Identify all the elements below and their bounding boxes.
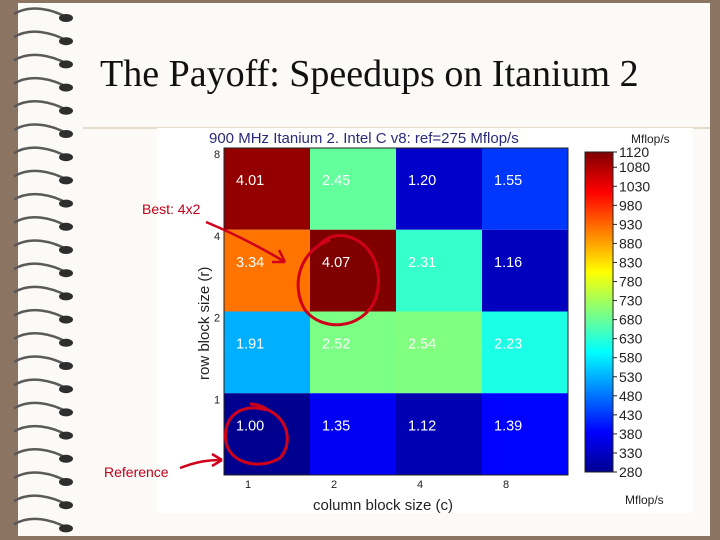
colorbar-tick-label: 380 — [619, 426, 643, 442]
heatmap-cell — [310, 393, 396, 475]
colorbar-tick-label: 630 — [619, 331, 643, 347]
cell-value-label: 4.07 — [322, 255, 350, 271]
x-axis-label: column block size (c) — [313, 497, 453, 513]
colorbar-tick-label: 680 — [619, 312, 643, 328]
heatmap-cell — [482, 311, 568, 394]
colorbar-tick-label: 930 — [619, 216, 643, 232]
cell-value-label: 4.01 — [236, 173, 264, 189]
binding-hole — [59, 478, 73, 486]
cell-value-label: 1.55 — [494, 173, 522, 189]
binding-hole — [59, 60, 73, 69]
binding-hole — [59, 37, 73, 46]
heatmap-cell — [482, 393, 568, 475]
heatmap-cell — [396, 311, 482, 394]
y-axis-label: row block size (r) — [196, 267, 213, 380]
heatmap-cell — [482, 229, 568, 312]
colorbar-tick-label: 580 — [619, 350, 643, 366]
cell-value-label: 1.16 — [494, 255, 522, 271]
colorbar-tick-label: 1080 — [619, 159, 650, 175]
binding-hole — [59, 176, 73, 185]
binding-hole — [59, 292, 73, 301]
cell-value-label: 2.31 — [408, 255, 436, 271]
cell-value-label: 1.20 — [408, 173, 436, 189]
spiral-binding — [13, 7, 73, 533]
x-tick-label: 4 — [417, 479, 423, 491]
binding-hole — [59, 362, 73, 370]
heatmap-figure: 900 MHz Itanium 2. Intel C v8: ref=275 M… — [157, 128, 693, 513]
cell-value-label: 1.12 — [408, 418, 436, 434]
colorbar-tick-label: 830 — [619, 254, 643, 270]
colorbar-unit-bottom: Mflop/s — [625, 493, 664, 507]
y-tick-label: 4 — [214, 231, 220, 243]
cell-value-label: 1.00 — [236, 418, 264, 434]
binding-hole — [59, 153, 73, 162]
colorbar-tick-label: 980 — [619, 197, 643, 213]
x-tick-label: 2 — [331, 479, 337, 491]
y-tick-label: 2 — [214, 313, 220, 325]
colorbar-tick-label: 280 — [619, 464, 643, 480]
x-tick-label: 8 — [503, 479, 509, 491]
colorbar-tick-label: 730 — [619, 293, 643, 309]
cell-value-label: 2.23 — [494, 337, 522, 353]
binding-hole — [59, 222, 73, 231]
plot-frame — [223, 147, 569, 476]
heatmap-cell — [396, 229, 482, 312]
colorbar-tick-label: 530 — [619, 369, 643, 385]
colorbar-tick-label: 480 — [619, 388, 643, 404]
binding-hole — [59, 83, 73, 92]
heatmap-cell — [396, 393, 482, 475]
binding-hole — [59, 338, 73, 347]
heatmap-cell — [396, 148, 482, 230]
cell-value-label: 3.34 — [236, 255, 264, 271]
colorbar-tick-label: 780 — [619, 274, 643, 290]
binding-hole — [59, 130, 73, 138]
heatmap-cells: 4.01 2.45 1.20 1.55 3.34 4.07 2.31 1.16 1.91 2.52… — [224, 148, 568, 475]
binding-hole — [59, 385, 73, 394]
cell-value-label: 1.91 — [236, 337, 264, 353]
colorbar-tick-label: 1030 — [619, 178, 650, 194]
binding-hole — [59, 269, 73, 278]
cell-value-label: 2.45 — [322, 173, 350, 189]
chart-title: 900 MHz Itanium 2. Intel C v8: ref=275 M… — [209, 130, 519, 147]
cell-value-label: 2.52 — [322, 337, 350, 353]
binding-hole — [59, 315, 73, 324]
y-tick-label: 8 — [214, 149, 220, 161]
colorbar-tick-label: 430 — [619, 407, 643, 423]
slide-title: The Payoff: Speedups on Itanium 2 — [100, 53, 639, 95]
binding-hole — [59, 199, 73, 208]
colorbar-tick-label: 330 — [619, 445, 643, 461]
binding-hole — [59, 246, 73, 254]
binding-hole — [59, 454, 73, 463]
heatmap-cell — [482, 148, 568, 230]
binding-hole — [59, 14, 73, 22]
cell-value-label: 1.39 — [494, 418, 522, 434]
colorbar — [584, 151, 614, 473]
heatmap-cell — [224, 311, 310, 394]
binding-hole — [59, 501, 73, 510]
heatmap-cell — [224, 148, 310, 230]
colorbar-tick-label: 1120 — [619, 144, 649, 160]
binding-hole — [59, 408, 73, 417]
colorbar-tick-label: 880 — [619, 235, 643, 251]
binding-hole — [59, 524, 73, 533]
y-tick-label: 1 — [214, 394, 220, 406]
x-tick-label: 1 — [245, 479, 251, 491]
colorbar-unit-top: Mflop/s — [631, 132, 670, 146]
binding-hole — [59, 431, 73, 440]
cell-value-label: 1.35 — [322, 418, 350, 434]
x-tick-labels: 1 2 4 8 — [245, 479, 509, 491]
heatmap-cell — [310, 148, 396, 230]
y-tick-labels: 8 4 2 1 — [214, 149, 220, 406]
cell-value-label: 2.54 — [408, 337, 436, 353]
binding-hole — [59, 106, 73, 115]
